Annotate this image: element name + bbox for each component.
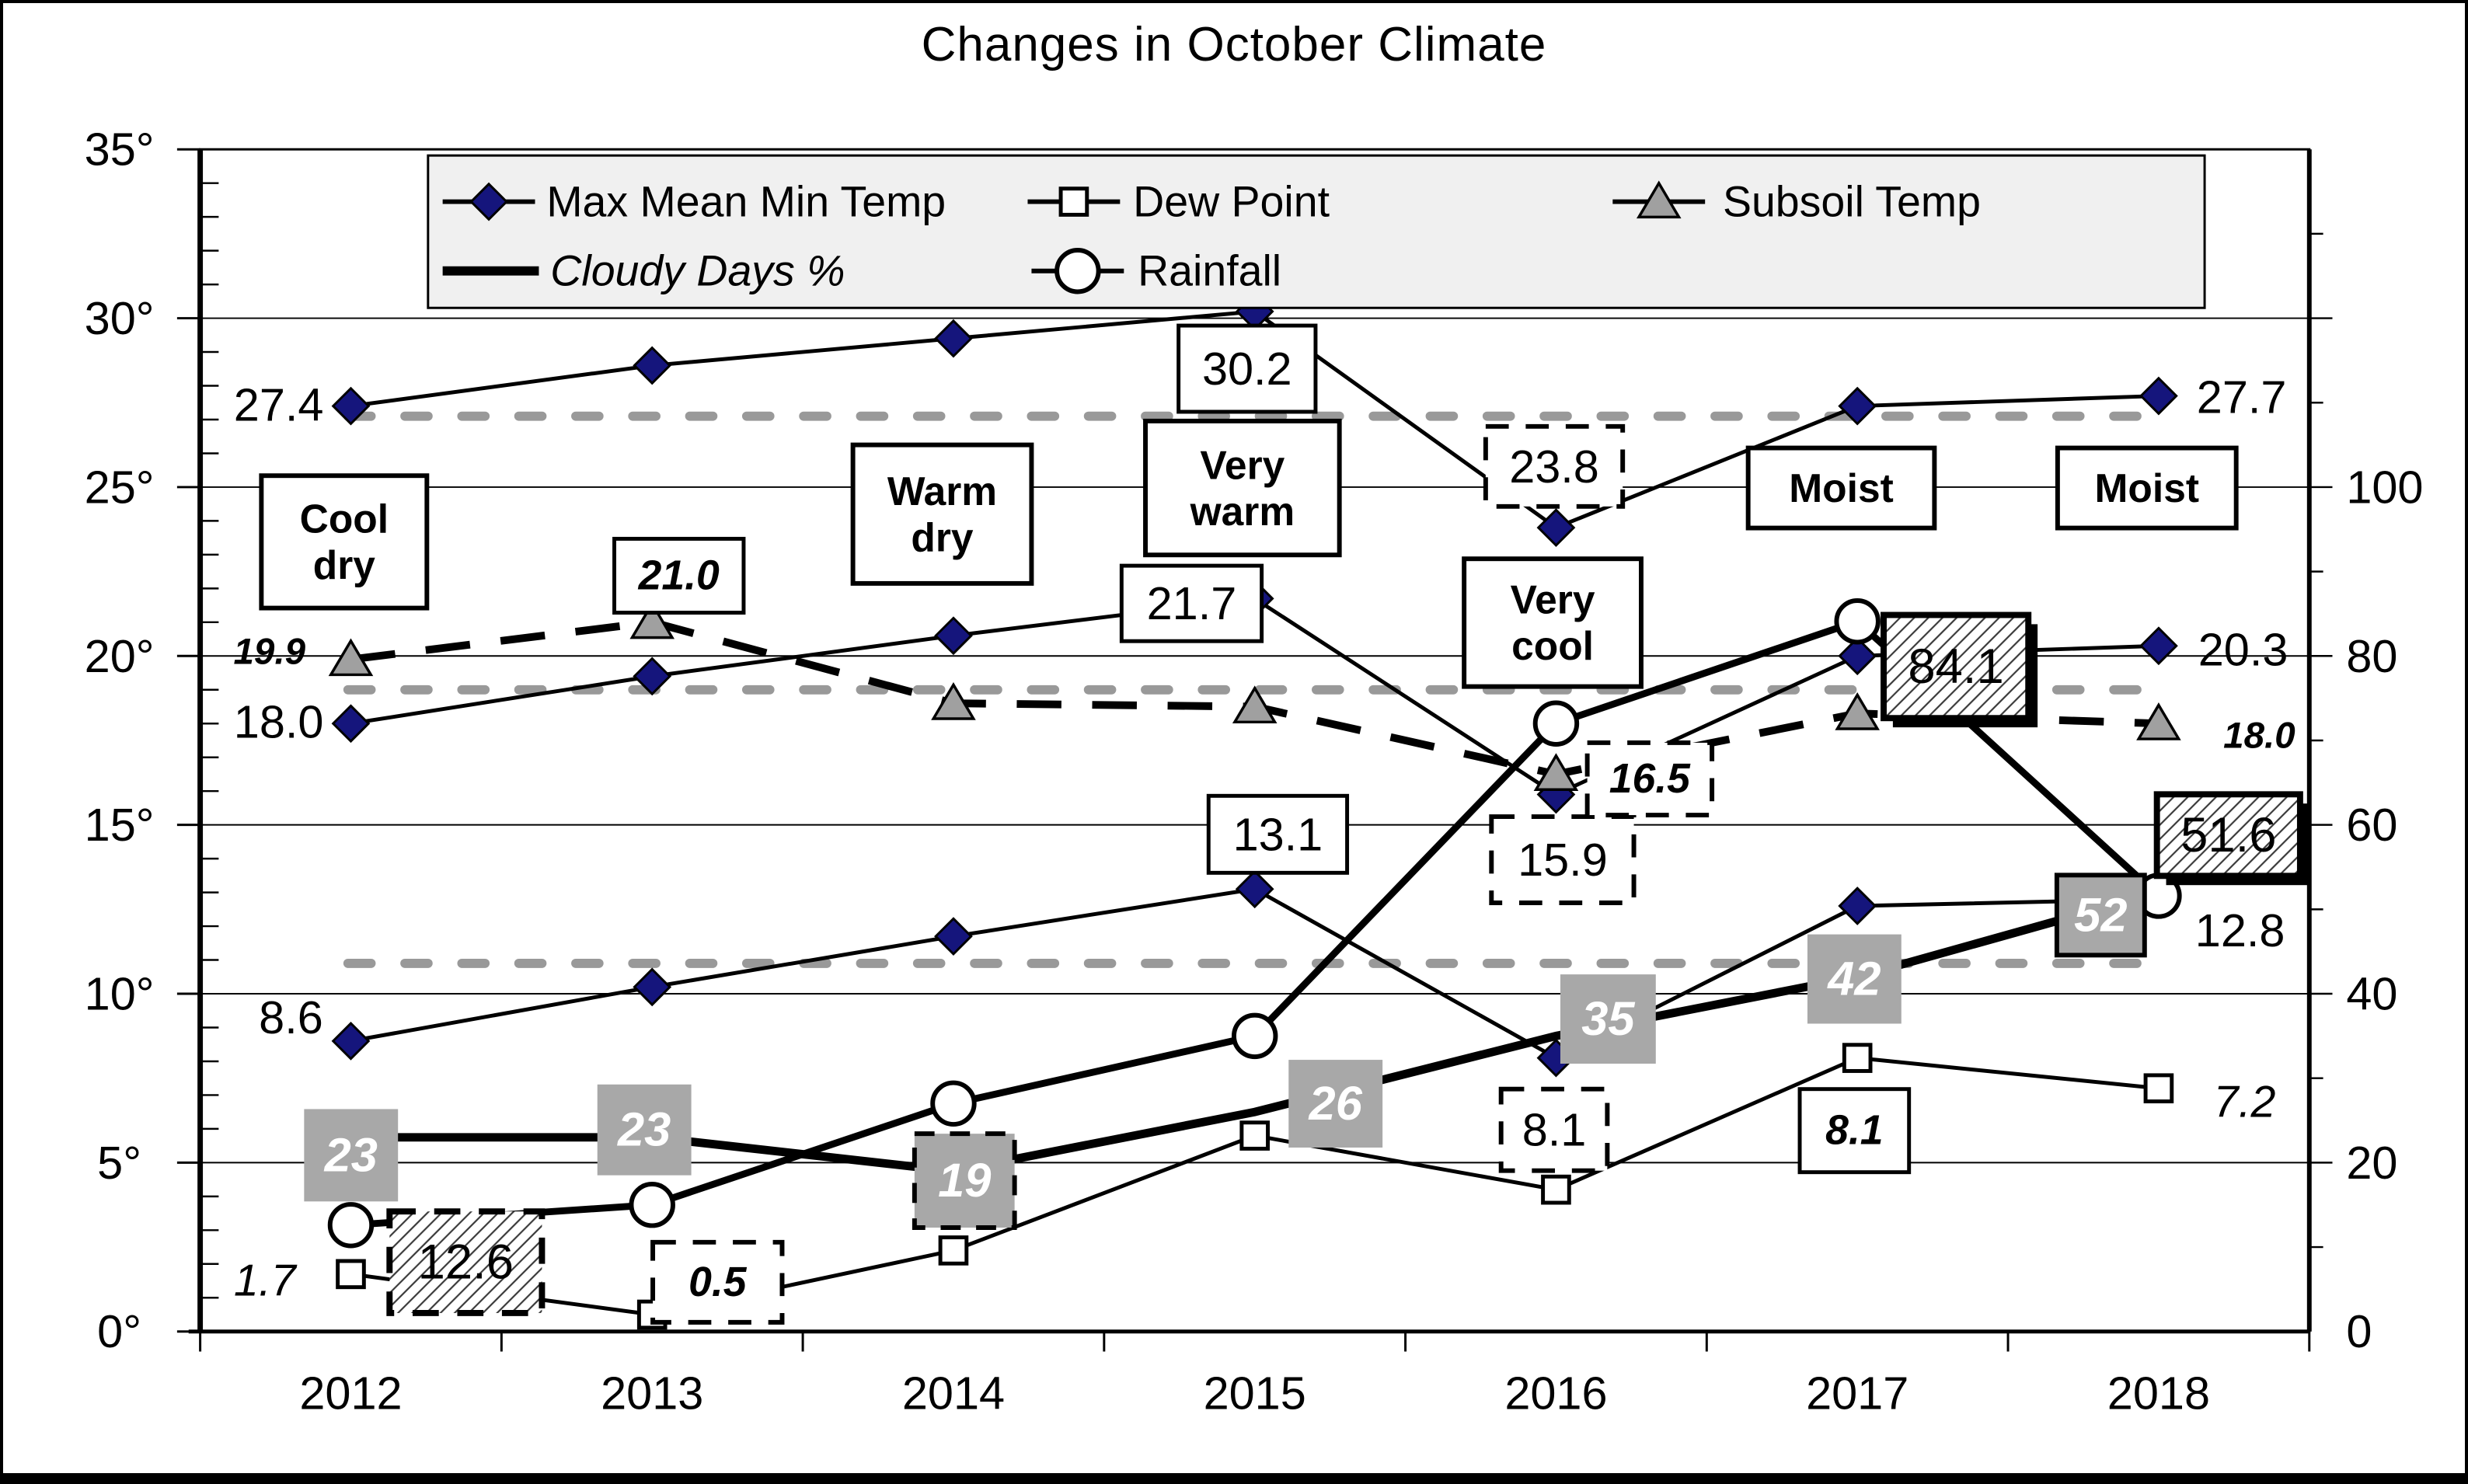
climate-chart: 0° 5° 10° 15° 20° 25° 30° 35° 0 20 40 60 80 100 2012 20… xyxy=(7,3,2453,1473)
annotation-label: Very xyxy=(1200,442,1285,487)
point-labels: 27.4 18.0 8.6 27.7 20.3 12.8 1.7 7.2 19.9 18.0 21.… xyxy=(234,323,2309,1325)
annotation-label: Moist xyxy=(1789,465,1893,510)
legend: Max Mean Min Temp Dew Point Subsoil Temp Cl… xyxy=(427,154,2206,309)
point-label: 19.9 xyxy=(234,632,306,673)
annotation-label: warm xyxy=(1190,489,1295,534)
point-label: 7.2 xyxy=(2214,1078,2276,1127)
point-label: 23.8 xyxy=(1509,441,1599,493)
point-label: 8.1 xyxy=(1522,1104,1587,1156)
annotation-label: Cool xyxy=(300,496,389,542)
point-label: 35 xyxy=(1581,992,1635,1046)
svg-text:2017: 2017 xyxy=(1806,1367,1909,1419)
svg-text:35°: 35° xyxy=(85,124,155,176)
svg-text:20: 20 xyxy=(2346,1137,2397,1189)
svg-text:30°: 30° xyxy=(85,292,155,344)
legend-label: Dew Point xyxy=(1133,178,1330,226)
point-label: 20.3 xyxy=(2198,624,2288,676)
point-label: 8.6 xyxy=(259,991,323,1043)
point-label: 16.5 xyxy=(1609,756,1691,802)
legend-label: Max Mean Min Temp xyxy=(546,178,946,226)
annotation-label: cool xyxy=(1511,623,1594,668)
chart-title: Changes in October Climate xyxy=(921,18,1547,71)
legend-label: Cloudy Days % xyxy=(550,247,845,295)
point-label: 30.2 xyxy=(1202,343,1292,395)
point-label: 27.7 xyxy=(2197,371,2287,423)
point-label: 13.1 xyxy=(1233,808,1323,860)
point-label: 12.6 xyxy=(418,1235,514,1290)
point-label: 23 xyxy=(617,1103,671,1157)
svg-text:20°: 20° xyxy=(85,630,155,682)
point-label: 0.5 xyxy=(688,1259,748,1305)
point-label: 84.1 xyxy=(1908,639,2003,694)
point-label: 26 xyxy=(1309,1077,1363,1130)
svg-text:2015: 2015 xyxy=(1204,1367,1306,1419)
point-label: 42 xyxy=(1826,953,1881,1006)
svg-text:0: 0 xyxy=(2346,1305,2372,1357)
svg-text:60: 60 xyxy=(2346,799,2397,851)
point-label: 51.6 xyxy=(2180,808,2276,862)
svg-text:2018: 2018 xyxy=(2107,1367,2210,1419)
point-label: 8.1 xyxy=(1825,1108,1883,1154)
legend-label: Subsoil Temp xyxy=(1723,178,1981,226)
point-label: 21.0 xyxy=(638,552,720,598)
point-label: 21.7 xyxy=(1147,577,1237,629)
point-label: 15.9 xyxy=(1518,834,1608,886)
point-label: 18.0 xyxy=(234,696,324,748)
svg-text:2014: 2014 xyxy=(902,1367,1005,1419)
svg-text:40: 40 xyxy=(2346,968,2397,1020)
point-label: 23 xyxy=(324,1128,378,1182)
svg-text:80: 80 xyxy=(2346,630,2397,682)
annotation-label: Warm xyxy=(887,469,997,514)
legend-label: Rainfall xyxy=(1138,247,1281,295)
svg-text:0°: 0° xyxy=(97,1305,141,1357)
point-label: 19 xyxy=(938,1154,991,1207)
point-label: 18.0 xyxy=(2223,716,2295,757)
annotation-label: Very xyxy=(1511,577,1595,622)
annotation-label: dry xyxy=(911,514,974,559)
svg-text:15°: 15° xyxy=(85,799,155,851)
svg-text:2012: 2012 xyxy=(299,1367,402,1419)
svg-text:2016: 2016 xyxy=(1504,1367,1607,1419)
point-label: 27.4 xyxy=(234,379,324,431)
svg-text:2013: 2013 xyxy=(601,1367,703,1419)
svg-text:100: 100 xyxy=(2346,461,2423,513)
svg-text:5°: 5° xyxy=(97,1137,141,1189)
point-label: 52 xyxy=(2074,888,2127,942)
svg-text:10°: 10° xyxy=(85,968,155,1020)
annotation-label: Moist xyxy=(2095,465,2199,510)
point-label: 12.8 xyxy=(2195,904,2285,956)
point-label: 1.7 xyxy=(234,1256,298,1305)
annotation-label: dry xyxy=(313,542,375,587)
axes: 0° 5° 10° 15° 20° 25° 30° 35° 0 20 40 60 80 100 2012 20… xyxy=(85,124,2424,1420)
svg-text:25°: 25° xyxy=(85,461,155,513)
series-markers xyxy=(327,291,2182,1330)
